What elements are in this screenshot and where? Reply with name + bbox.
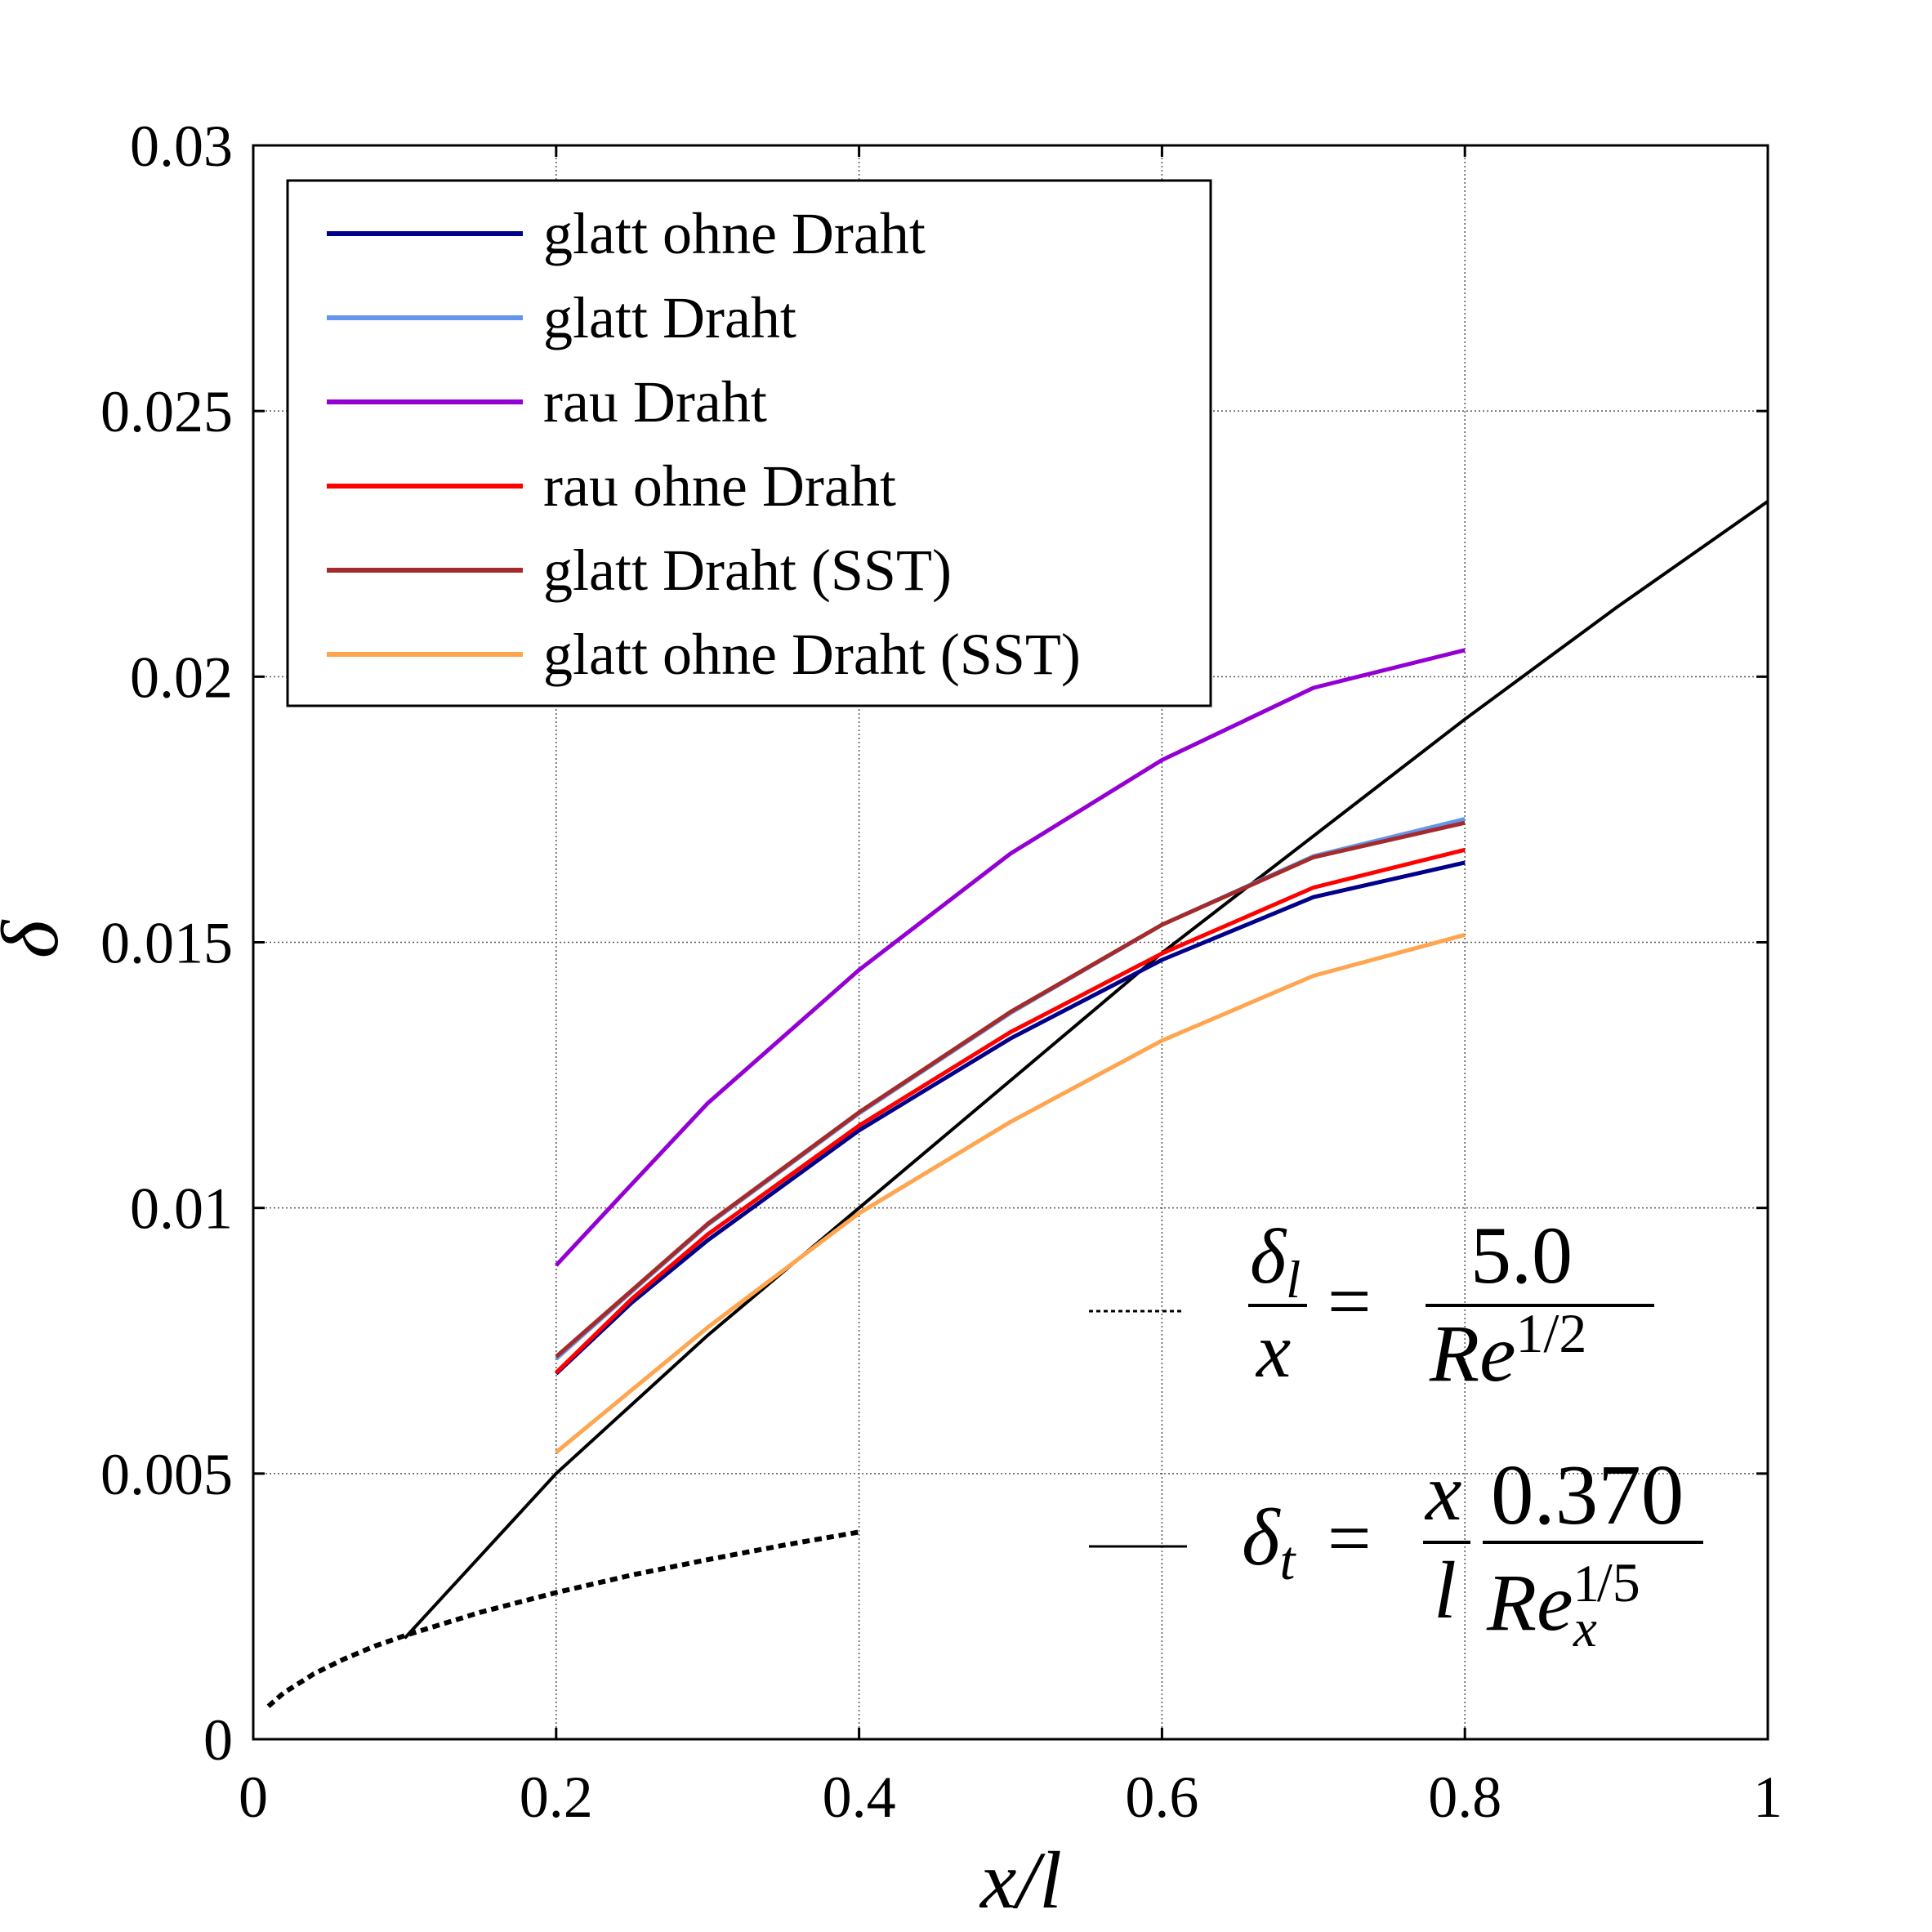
svg-text:Re1/2: Re1/2 <box>1429 1302 1586 1399</box>
y-tick-label: 0.02 <box>130 645 233 710</box>
legend-label: glatt ohne Draht (SST) <box>543 622 1081 687</box>
series-line-1 <box>555 860 1466 1376</box>
ticks: 0 0.2 0.4 0.6 0.8 1 0 0.005 0.01 0.015 0.02 0.025 0.… <box>100 114 1783 1830</box>
x-tick-label: 0.8 <box>1428 1765 1501 1830</box>
laminar-formula: δl x = 5.0 Re1/2 <box>1089 1210 1654 1399</box>
series-lines <box>266 500 1769 1708</box>
x-tick-label: 0 <box>239 1765 268 1830</box>
legend-label: rau Draht <box>543 369 767 435</box>
y-tick-label: 0.005 <box>100 1442 233 1507</box>
x-tick-label: 1 <box>1753 1765 1783 1830</box>
y-axis-label: δ <box>0 919 75 958</box>
x-tick-label: 0.6 <box>1125 1765 1198 1830</box>
laminar-delta: δ <box>1250 1213 1287 1300</box>
y-tick-label: 0.01 <box>130 1176 233 1242</box>
x-tick-label: 0.2 <box>520 1765 593 1830</box>
legend-label: glatt Draht (SST) <box>543 538 952 603</box>
y-tick-label: 0.025 <box>100 379 233 444</box>
plot-frame <box>252 144 1769 1741</box>
turbulent-formula: δt = x l 0.370 Re1 x/5 <box>1089 1447 1703 1658</box>
y-tick-label: 0.015 <box>100 911 233 976</box>
svg-text:x: x <box>1424 1447 1461 1537</box>
svg-text:δl: δl <box>1250 1213 1301 1310</box>
legend: glatt ohne Draht glatt Draht rau Draht rau … <box>286 179 1212 707</box>
legend-box <box>286 179 1212 707</box>
svg-text:5.0: 5.0 <box>1470 1210 1573 1301</box>
series-line-5 <box>555 820 1466 1359</box>
x-tick-label: 0.4 <box>823 1765 896 1830</box>
y-tick-label: 0 <box>203 1707 233 1773</box>
legend-label: glatt Draht <box>543 285 796 350</box>
legend-label: glatt ohne Draht <box>543 201 926 266</box>
legend-label: rau ohne Draht <box>543 453 896 519</box>
series-line-6 <box>555 932 1466 1454</box>
svg-text:l: l <box>1434 1545 1457 1635</box>
svg-text:0.370: 0.370 <box>1491 1447 1684 1542</box>
svg-text:=: = <box>1327 1258 1372 1345</box>
svg-text:=: = <box>1327 1495 1372 1582</box>
svg-text:x: x <box>1255 1307 1291 1394</box>
x-axis-label: x/l <box>979 1835 1062 1925</box>
series-line-3 <box>554 648 1466 1267</box>
series-line-4 <box>555 847 1466 1375</box>
svg-text:δt: δt <box>1242 1492 1296 1591</box>
y-tick-label: 0.03 <box>130 114 233 179</box>
laminar-reference-line <box>266 1529 860 1708</box>
turbulent-reference-line <box>403 500 1769 1640</box>
